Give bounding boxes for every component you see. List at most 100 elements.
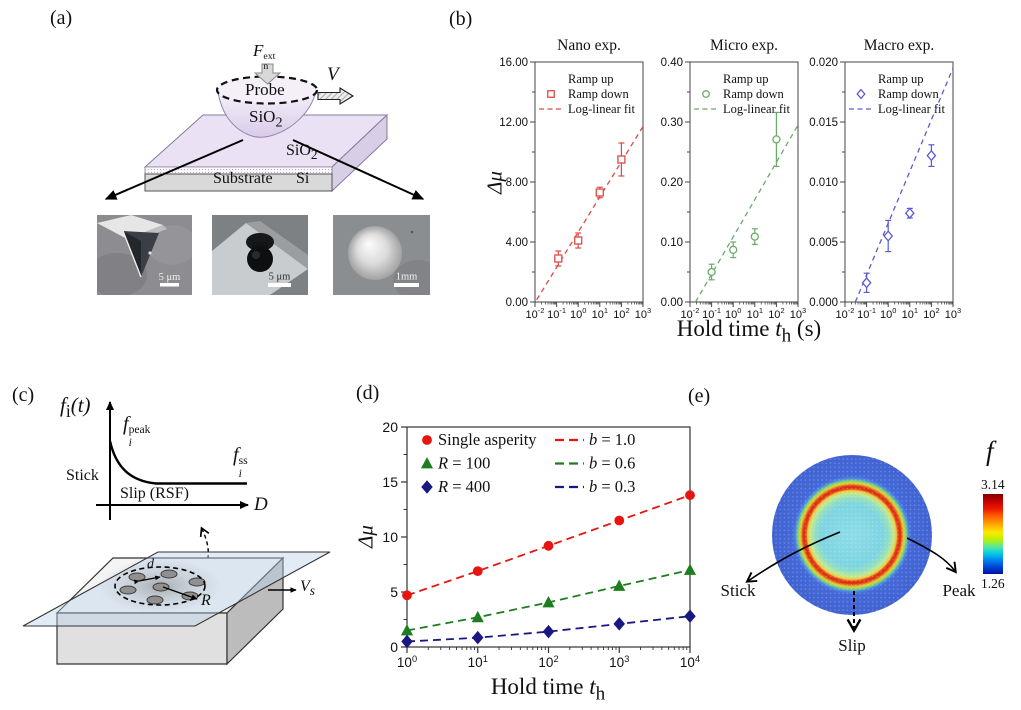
panel-d-label: (d) xyxy=(356,382,380,404)
svg-text:0.10: 0.10 xyxy=(661,237,683,249)
si-block-front xyxy=(144,173,333,192)
particle-texture xyxy=(772,455,932,615)
svg-text:Log-linear fit: Log-linear fit xyxy=(568,102,636,116)
svg-text:10-2: 10-2 xyxy=(836,306,855,321)
svg-text:102: 102 xyxy=(613,306,629,321)
svg-text:10-1: 10-1 xyxy=(857,306,876,321)
sem-image-colloid-probe: 5 μm xyxy=(212,215,308,295)
svg-text:Nano exp.: Nano exp. xyxy=(557,37,621,54)
sem-image-afm-tip: 5 μm xyxy=(97,215,192,295)
svg-text:103: 103 xyxy=(790,306,806,321)
svg-text:101: 101 xyxy=(902,306,918,321)
colorbar xyxy=(983,494,1003,574)
fi-t-label: fi(t) xyxy=(60,393,91,422)
svg-text:Single asperity: Single asperity xyxy=(438,430,537,449)
sem2-scale-text: 5 μm xyxy=(269,272,291,283)
radius-arrow xyxy=(162,586,198,600)
svg-text:0.40: 0.40 xyxy=(661,57,683,69)
series-3 xyxy=(401,609,696,649)
rsf-schematic xyxy=(22,401,331,666)
svg-text:102: 102 xyxy=(538,654,558,670)
svg-text:Micro exp.: Micro exp. xyxy=(710,37,778,54)
peak-zone-label: Peak xyxy=(942,581,976,600)
nano-points xyxy=(554,142,626,267)
colorbar-min-label: 1.26 xyxy=(981,576,1005,591)
distance-axis-label: D xyxy=(254,494,268,515)
macro-subplot: 0.000 0.005 0.010 0.015 0.020 10-2 10-1 100 101 1… xyxy=(809,37,961,321)
slip-zone-label: Slip xyxy=(838,636,866,655)
svg-text:16.00: 16.00 xyxy=(499,57,528,69)
fi-peak-label: f peak i xyxy=(123,413,151,449)
colorbar-title: f xyxy=(986,436,994,466)
sem-sphere-art: 1mm xyxy=(333,215,430,295)
svg-text:b = 0.3: b = 0.3 xyxy=(589,477,635,496)
zoom-arrow-right xyxy=(292,139,425,200)
svg-text:5: 5 xyxy=(390,584,398,600)
svg-text:0.015: 0.015 xyxy=(809,117,838,129)
experiment-schematic xyxy=(104,63,425,200)
svg-text:0: 0 xyxy=(390,639,398,655)
panel-e-label: (e) xyxy=(688,385,711,407)
svg-text:103: 103 xyxy=(635,306,651,321)
svg-text:100: 100 xyxy=(725,306,741,321)
block-right-face xyxy=(226,556,284,666)
micro-fit-line xyxy=(694,124,799,303)
nano-fit-line xyxy=(536,126,644,301)
panel-c-label: (c) xyxy=(12,384,35,406)
svg-text:R = 400: R = 400 xyxy=(437,477,490,496)
svg-text:Ramp up: Ramp up xyxy=(878,72,923,86)
svg-text:10-2: 10-2 xyxy=(681,306,700,321)
normal-force-arrow xyxy=(253,63,282,85)
panel-b-xlabel: Hold time th (s) xyxy=(676,316,822,347)
contact-map xyxy=(745,455,957,634)
svg-text:101: 101 xyxy=(747,306,763,321)
svg-text:0.30: 0.30 xyxy=(661,117,683,129)
sem3-scale-text: 1mm xyxy=(396,272,418,283)
svg-text:10-1: 10-1 xyxy=(547,306,566,321)
film-material-label: SiO2 xyxy=(286,142,318,163)
substrate-si-label: Si xyxy=(296,170,310,187)
friction-decay-curve xyxy=(108,440,247,485)
stick-region-label: Stick xyxy=(66,467,99,484)
slip-rsf-label: Slip (RSF) xyxy=(120,485,189,502)
svg-text:10: 10 xyxy=(382,529,398,545)
sem-colloid-art: 5 μm xyxy=(212,215,308,295)
svg-text:102: 102 xyxy=(768,306,784,321)
svg-text:102: 102 xyxy=(923,306,939,321)
svg-text:0.005: 0.005 xyxy=(809,237,838,249)
substrate-label: Substrate xyxy=(213,170,273,187)
svg-text:10-1: 10-1 xyxy=(702,306,721,321)
colorbar-max-label: 3.14 xyxy=(981,477,1005,492)
peak-pointer-arrow xyxy=(906,537,957,574)
zoom-arrow-left xyxy=(104,139,244,200)
svg-text:Ramp up: Ramp up xyxy=(568,72,613,86)
svg-text:100: 100 xyxy=(397,654,417,670)
spacing-arrow xyxy=(133,575,161,585)
velocity-label: V xyxy=(327,64,339,85)
svg-text:Ramp down: Ramp down xyxy=(878,87,940,101)
contact-radius-label: R xyxy=(201,592,211,609)
svg-text:12.00: 12.00 xyxy=(499,117,528,129)
fi-ss-label: f ss i xyxy=(233,444,248,480)
svg-text:0.010: 0.010 xyxy=(809,177,838,189)
svg-text:103: 103 xyxy=(945,306,961,321)
svg-text:Ramp down: Ramp down xyxy=(723,87,785,101)
slide-velocity-label: Vs xyxy=(300,578,315,599)
svg-text:10-2: 10-2 xyxy=(526,306,545,321)
svg-text:Ramp down: Ramp down xyxy=(568,87,630,101)
svg-text:0.20: 0.20 xyxy=(661,177,683,189)
svg-text:Log-linear fit: Log-linear fit xyxy=(878,102,946,116)
svg-text:b = 0.6: b = 0.6 xyxy=(589,454,635,473)
svg-text:Macro exp.: Macro exp. xyxy=(864,37,935,54)
svg-text:0.020: 0.020 xyxy=(809,57,838,69)
nano-subplot: 0.00 4.00 8.00 12.00 16.00 10-2 10-1 100 101 102 1… xyxy=(499,37,651,321)
svg-text:0.000: 0.000 xyxy=(809,297,838,309)
micro-points xyxy=(707,111,781,281)
macro-points xyxy=(861,144,937,293)
asperity-spacing-label: d xyxy=(147,557,154,572)
series-1 xyxy=(402,490,695,601)
stick-pointer-arrow xyxy=(745,531,841,583)
svg-text:104: 104 xyxy=(680,654,700,670)
